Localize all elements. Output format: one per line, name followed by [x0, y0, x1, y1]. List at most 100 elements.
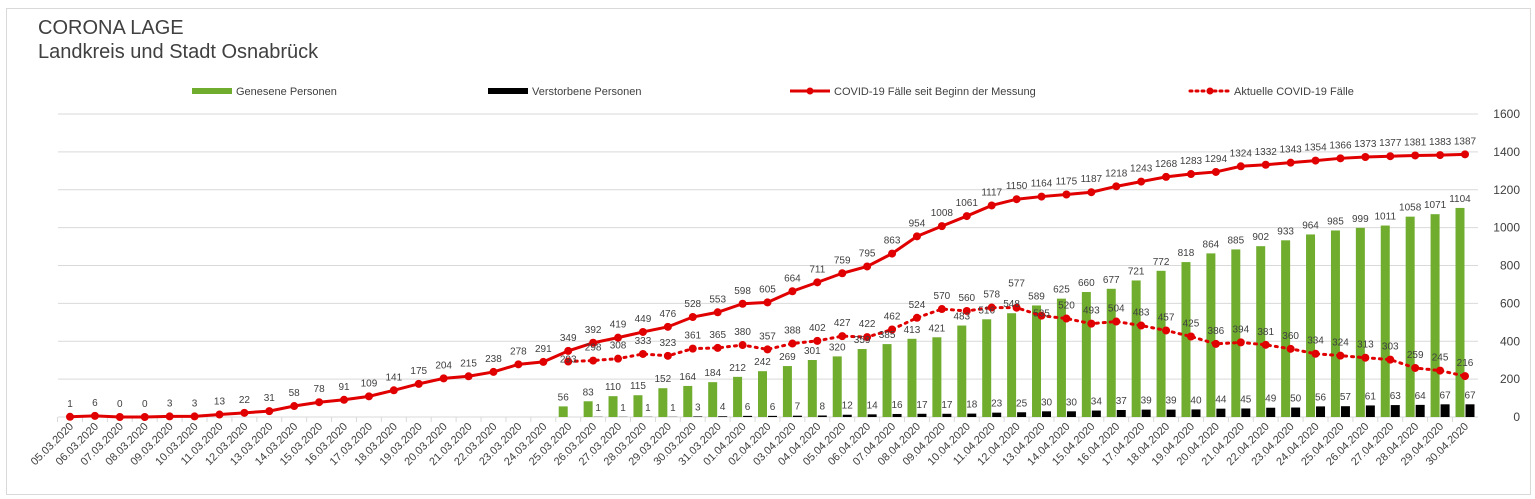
recovered-data-label: 999 [1352, 214, 1369, 225]
cumulative-data-label: 204 [435, 360, 452, 371]
cumulative-point [1037, 192, 1046, 201]
deceased-data-label: 8 [820, 401, 826, 412]
deceased-data-label: 49 [1265, 394, 1277, 405]
cumulative-point [638, 327, 647, 336]
active-data-label: 524 [909, 300, 926, 311]
cumulative-point [265, 407, 274, 416]
cumulative-data-label: 598 [734, 286, 751, 297]
recovered-data-label: 110 [605, 382, 621, 393]
deceased-bar [768, 415, 777, 417]
legend-marker [806, 87, 814, 95]
cumulative-data-label: 3 [192, 398, 198, 409]
active-data-label: 578 [983, 290, 1000, 301]
deceased-data-label: 23 [991, 399, 1003, 410]
cumulative-data-label: 1268 [1155, 159, 1178, 170]
deceased-data-label: 30 [1066, 397, 1078, 408]
recovered-bar [733, 376, 743, 417]
active-point [1361, 353, 1370, 362]
active-data-label: 570 [934, 291, 951, 302]
recovered-data-label: 184 [704, 368, 721, 379]
cumulative-point [863, 262, 872, 271]
active-data-label: 427 [834, 318, 851, 329]
deceased-bar [1365, 405, 1375, 417]
deceased-data-label: 1 [670, 403, 676, 414]
cumulative-data-label: 605 [759, 284, 776, 295]
recovered-data-label: 212 [729, 363, 746, 374]
deceased-bar [942, 413, 952, 417]
cumulative-data-label: 553 [709, 294, 726, 305]
active-data-label: 245 [1432, 353, 1449, 364]
deceased-bar [792, 415, 802, 417]
recovered-bar [1231, 249, 1241, 417]
deceased-bar [1465, 404, 1475, 417]
recovered-data-label: 864 [1203, 239, 1220, 250]
cumulative-data-label: 759 [834, 255, 851, 266]
recovered-bar [683, 385, 693, 417]
deceased-bar [1166, 409, 1176, 417]
y-tick-label: 1600 [1493, 107, 1520, 121]
active-point [1037, 311, 1046, 320]
cumulative-point [987, 201, 996, 210]
cumulative-data-label: 175 [410, 366, 427, 377]
cumulative-point [539, 357, 548, 366]
recovered-bar [1181, 262, 1191, 417]
cumulative-point [688, 313, 697, 322]
deceased-bar [1340, 406, 1350, 417]
cumulative-point [1137, 177, 1146, 186]
recovered-bar [1106, 288, 1116, 417]
recovered-bar [1330, 230, 1340, 417]
deceased-bar [1141, 409, 1151, 417]
cumulative-point [1461, 150, 1469, 159]
cumulative-data-label: 1008 [931, 208, 954, 219]
active-data-label: 483 [1133, 308, 1150, 319]
cumulative-data-label: 1283 [1180, 156, 1203, 167]
cumulative-data-label: 419 [610, 320, 627, 331]
cumulative-point [315, 398, 324, 407]
cumulative-point [888, 249, 897, 258]
cumulative-data-label: 1332 [1255, 147, 1278, 158]
active-data-label: 457 [1158, 312, 1175, 323]
active-point [1087, 319, 1096, 328]
deceased-bar [1091, 410, 1101, 417]
cumulative-data-label: 795 [859, 248, 876, 259]
deceased-data-label: 7 [795, 402, 801, 413]
cumulative-point [1062, 190, 1071, 199]
cumulative-point [1012, 195, 1021, 204]
active-data-label: 493 [1083, 306, 1100, 317]
recovered-bar [608, 396, 618, 417]
legend-label: Aktuelle COVID-19 Fälle [1234, 86, 1354, 98]
cumulative-data-label: 664 [784, 273, 801, 284]
cumulative-data-label: 58 [289, 388, 301, 399]
cumulative-point [1411, 151, 1420, 160]
active-data-label: 422 [859, 319, 876, 330]
active-data-label: 324 [1332, 338, 1349, 349]
active-point [1137, 321, 1146, 330]
active-data-label: 308 [610, 341, 627, 352]
active-line [566, 306, 1467, 378]
cumulative-point [1386, 152, 1395, 161]
deceased-bar [1415, 404, 1425, 417]
recovered-data-label: 385 [879, 330, 896, 341]
recovered-bar [583, 401, 593, 417]
active-data-label: 216 [1457, 358, 1474, 369]
active-point [888, 325, 897, 334]
active-point [638, 349, 647, 358]
deceased-data-label: 39 [1166, 396, 1178, 407]
recovered-bar [782, 366, 792, 417]
cumulative-data-label: 91 [338, 382, 350, 393]
active-point [1062, 314, 1071, 323]
active-point [1162, 326, 1171, 335]
cumulative-data-label: 528 [684, 299, 701, 310]
recovered-data-label: 1058 [1399, 203, 1422, 214]
deceased-bar [1316, 406, 1326, 417]
deceased-data-label: 64 [1415, 391, 1427, 402]
active-point [564, 357, 573, 366]
cumulative-data-label: 1373 [1354, 139, 1377, 150]
deceased-data-label: 18 [966, 400, 978, 411]
active-point [1012, 303, 1021, 312]
y-tick-label: 1400 [1493, 145, 1520, 159]
cumulative-point [937, 222, 946, 231]
cumulative-data-label: 3 [167, 398, 173, 409]
cumulative-data-label: 291 [535, 344, 552, 355]
deceased-bar [1066, 411, 1076, 417]
